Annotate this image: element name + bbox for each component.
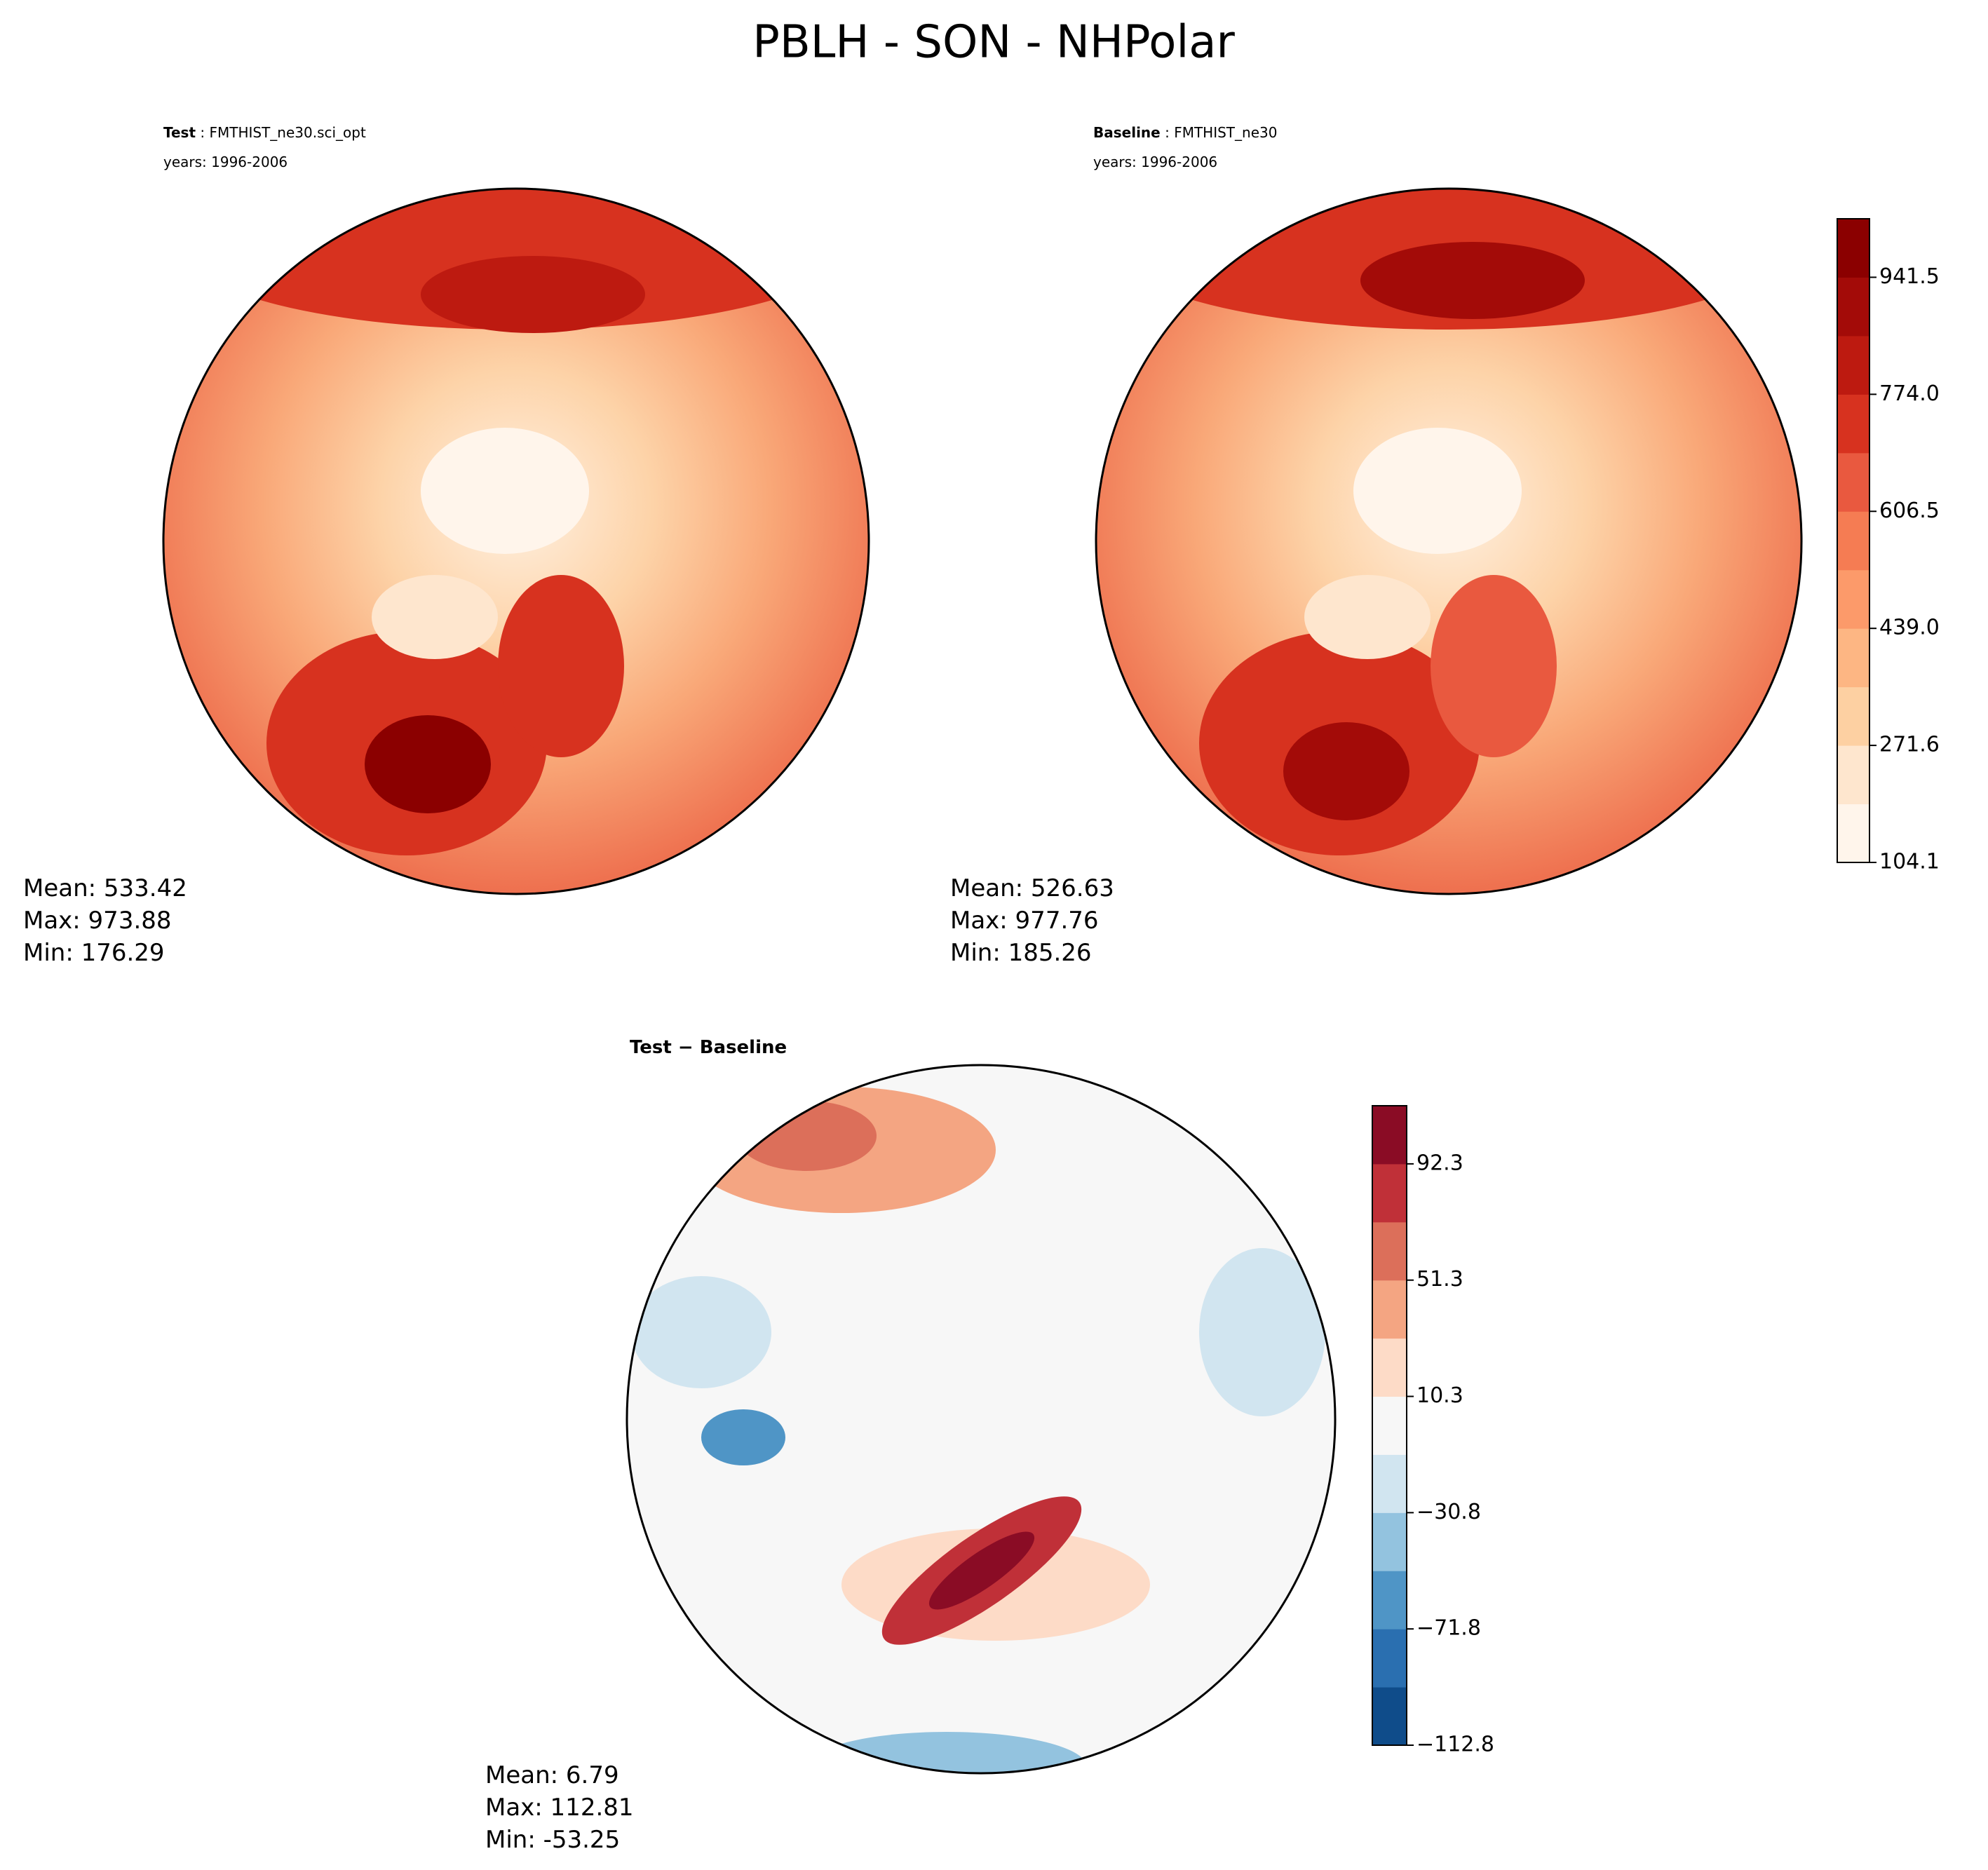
colorbar-tick-label: 10.3 <box>1416 1383 1463 1408</box>
colorbar-tick-label: −71.8 <box>1416 1616 1481 1641</box>
panel-stat: Mean: 526.63 <box>950 874 1114 902</box>
panel-label-rest: : FMTHIST_ne30 <box>1161 124 1278 141</box>
colorbar-segment <box>1837 569 1869 629</box>
map-border <box>626 1064 1337 1775</box>
colorbar-segment <box>1372 1571 1407 1630</box>
colorbar-segment <box>1372 1396 1407 1455</box>
panel-years: years: 1996-2006 <box>1093 154 1217 170</box>
colorbar-tick-label: 439.0 <box>1879 616 1940 640</box>
colorbar-tick-label: 104.1 <box>1879 850 1940 874</box>
difference-stat: Max: 112.81 <box>485 1794 634 1822</box>
colorbar-segment <box>1837 219 1869 278</box>
panel-label-bold: Test <box>163 124 196 141</box>
colorbar-segment <box>1372 1106 1407 1165</box>
colorbar-segment <box>1837 335 1869 395</box>
colorbar-segment <box>1372 1221 1407 1281</box>
figure-title: PBLH - SON - NHPolar <box>752 17 1235 69</box>
colorbar-frame <box>1372 1105 1407 1746</box>
colorbar-segment <box>1837 511 1869 571</box>
panel-stat: Max: 973.88 <box>23 907 172 935</box>
colorbar-tick-label: 606.5 <box>1879 499 1940 523</box>
panel-label-rest: : FMTHIST_ne30.sci_opt <box>196 124 366 141</box>
colorbar-tick-label: −112.8 <box>1416 1733 1494 1757</box>
colorbar-segment <box>1372 1163 1407 1223</box>
colorbar-tick-label: 774.0 <box>1879 381 1940 406</box>
panel-label-bold: Baseline <box>1093 124 1161 141</box>
map-border <box>162 187 870 895</box>
colorbar-segment <box>1837 628 1869 688</box>
colorbar-segment <box>1837 394 1869 454</box>
panel-stat: Min: 185.26 <box>950 939 1092 967</box>
colorbar-segment <box>1837 452 1869 512</box>
colorbar-segment <box>1372 1687 1407 1746</box>
difference-stat: Mean: 6.79 <box>485 1761 619 1789</box>
colorbar-segment <box>1372 1629 1407 1688</box>
panel-stat: Max: 977.76 <box>950 907 1099 935</box>
colorbar-segment <box>1837 745 1869 805</box>
difference-stat: Min: -53.25 <box>485 1826 620 1854</box>
map-test <box>163 189 869 894</box>
colorbar-segment <box>1372 1454 1407 1513</box>
map-border <box>1095 187 1803 895</box>
panel-years: years: 1996-2006 <box>163 154 288 170</box>
panel-label: Baseline : FMTHIST_ne30 <box>1093 124 1277 141</box>
colorbar-tick-label: 271.6 <box>1879 733 1940 757</box>
colorbar-frame <box>1837 218 1870 863</box>
difference-label: Test − Baseline <box>630 1037 787 1058</box>
colorbar-segment <box>1837 686 1869 746</box>
map-baseline <box>1096 189 1801 894</box>
colorbar-segment <box>1372 1280 1407 1339</box>
colorbar-segment <box>1837 804 1869 863</box>
colorbar-tick-label: 51.3 <box>1416 1267 1463 1292</box>
colorbar-segment <box>1372 1338 1407 1397</box>
colorbar-segment <box>1372 1512 1407 1571</box>
colorbar-segment <box>1837 277 1869 337</box>
map-difference <box>627 1065 1335 1773</box>
panel-stat: Min: 176.29 <box>23 939 165 967</box>
panel-stat: Mean: 533.42 <box>23 874 187 902</box>
colorbar-tick-label: 92.3 <box>1416 1151 1463 1175</box>
colorbar-tick-label: 941.5 <box>1879 264 1940 289</box>
colorbar-tick-label: −30.8 <box>1416 1500 1481 1524</box>
panel-label: Test : FMTHIST_ne30.sci_opt <box>163 124 366 141</box>
